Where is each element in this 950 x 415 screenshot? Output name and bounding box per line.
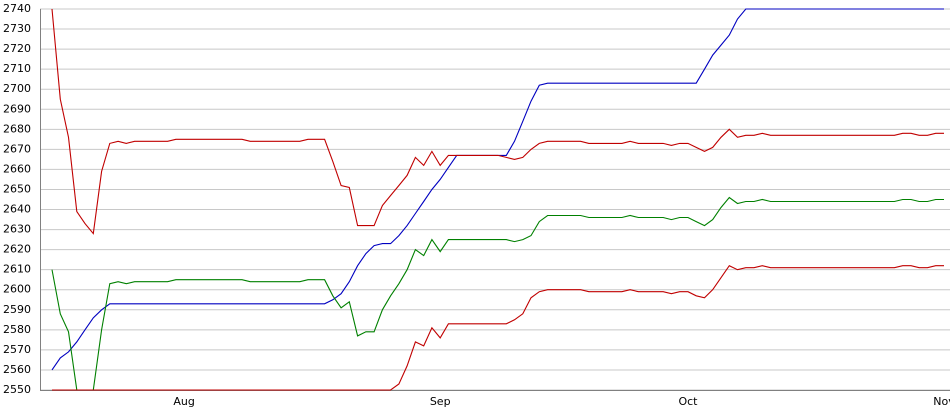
y-tick-label: 2550 (3, 383, 31, 396)
y-tick-label: 2610 (3, 263, 31, 276)
series-line (51, 8, 944, 235)
y-tick-label: 2740 (3, 2, 31, 15)
y-tick-label: 2570 (3, 343, 31, 356)
x-tick-label: Nov (933, 395, 950, 408)
y-tick-label: 2680 (3, 122, 31, 135)
x-tick-label: Aug (173, 395, 194, 408)
y-tick-label: 2590 (3, 303, 31, 316)
y-tick-label: 2600 (3, 283, 31, 296)
y-tick-label: 2720 (3, 42, 31, 55)
x-tick-label: Sep (430, 395, 451, 408)
y-tick-label: 2700 (3, 82, 31, 95)
y-tick-label: 2560 (3, 363, 31, 376)
y-tick-label: 2580 (3, 323, 31, 336)
series-line (52, 264, 944, 391)
y-tick-label: 2660 (3, 162, 31, 175)
y-tick-label: 2630 (3, 223, 31, 236)
y-tick-label: 2710 (3, 62, 31, 75)
series-line (51, 196, 944, 391)
y-tick-label: 2730 (3, 22, 31, 35)
y-tick-label: 2670 (3, 142, 31, 155)
y-tick-label: 2620 (3, 243, 31, 256)
y-tick-label: 2650 (3, 182, 31, 195)
x-tick-label: Oct (678, 395, 698, 408)
y-tick-label: 2640 (3, 203, 31, 216)
y-tick-label: 2690 (3, 102, 31, 115)
